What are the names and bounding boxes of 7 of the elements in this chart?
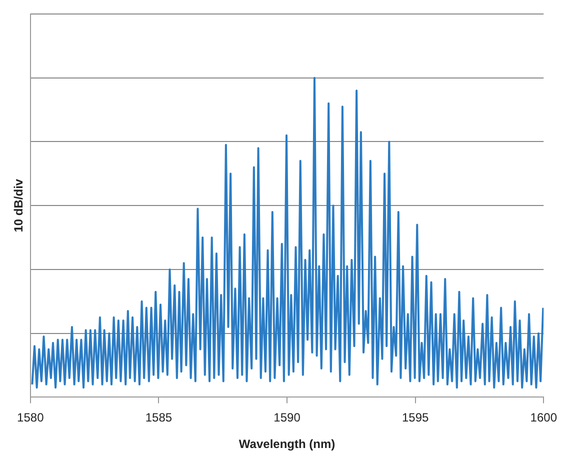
x-axis-title: Wavelength (nm)	[238, 437, 336, 452]
x-tick-label: 1595	[402, 410, 430, 425]
x-tick-label: 1590	[274, 410, 301, 425]
x-tick-label: 1600	[530, 410, 558, 425]
x-tick-label: 1585	[145, 410, 172, 425]
x-tick-label: 1580	[17, 410, 44, 425]
y-axis-title: 10 dB/div	[12, 178, 26, 232]
